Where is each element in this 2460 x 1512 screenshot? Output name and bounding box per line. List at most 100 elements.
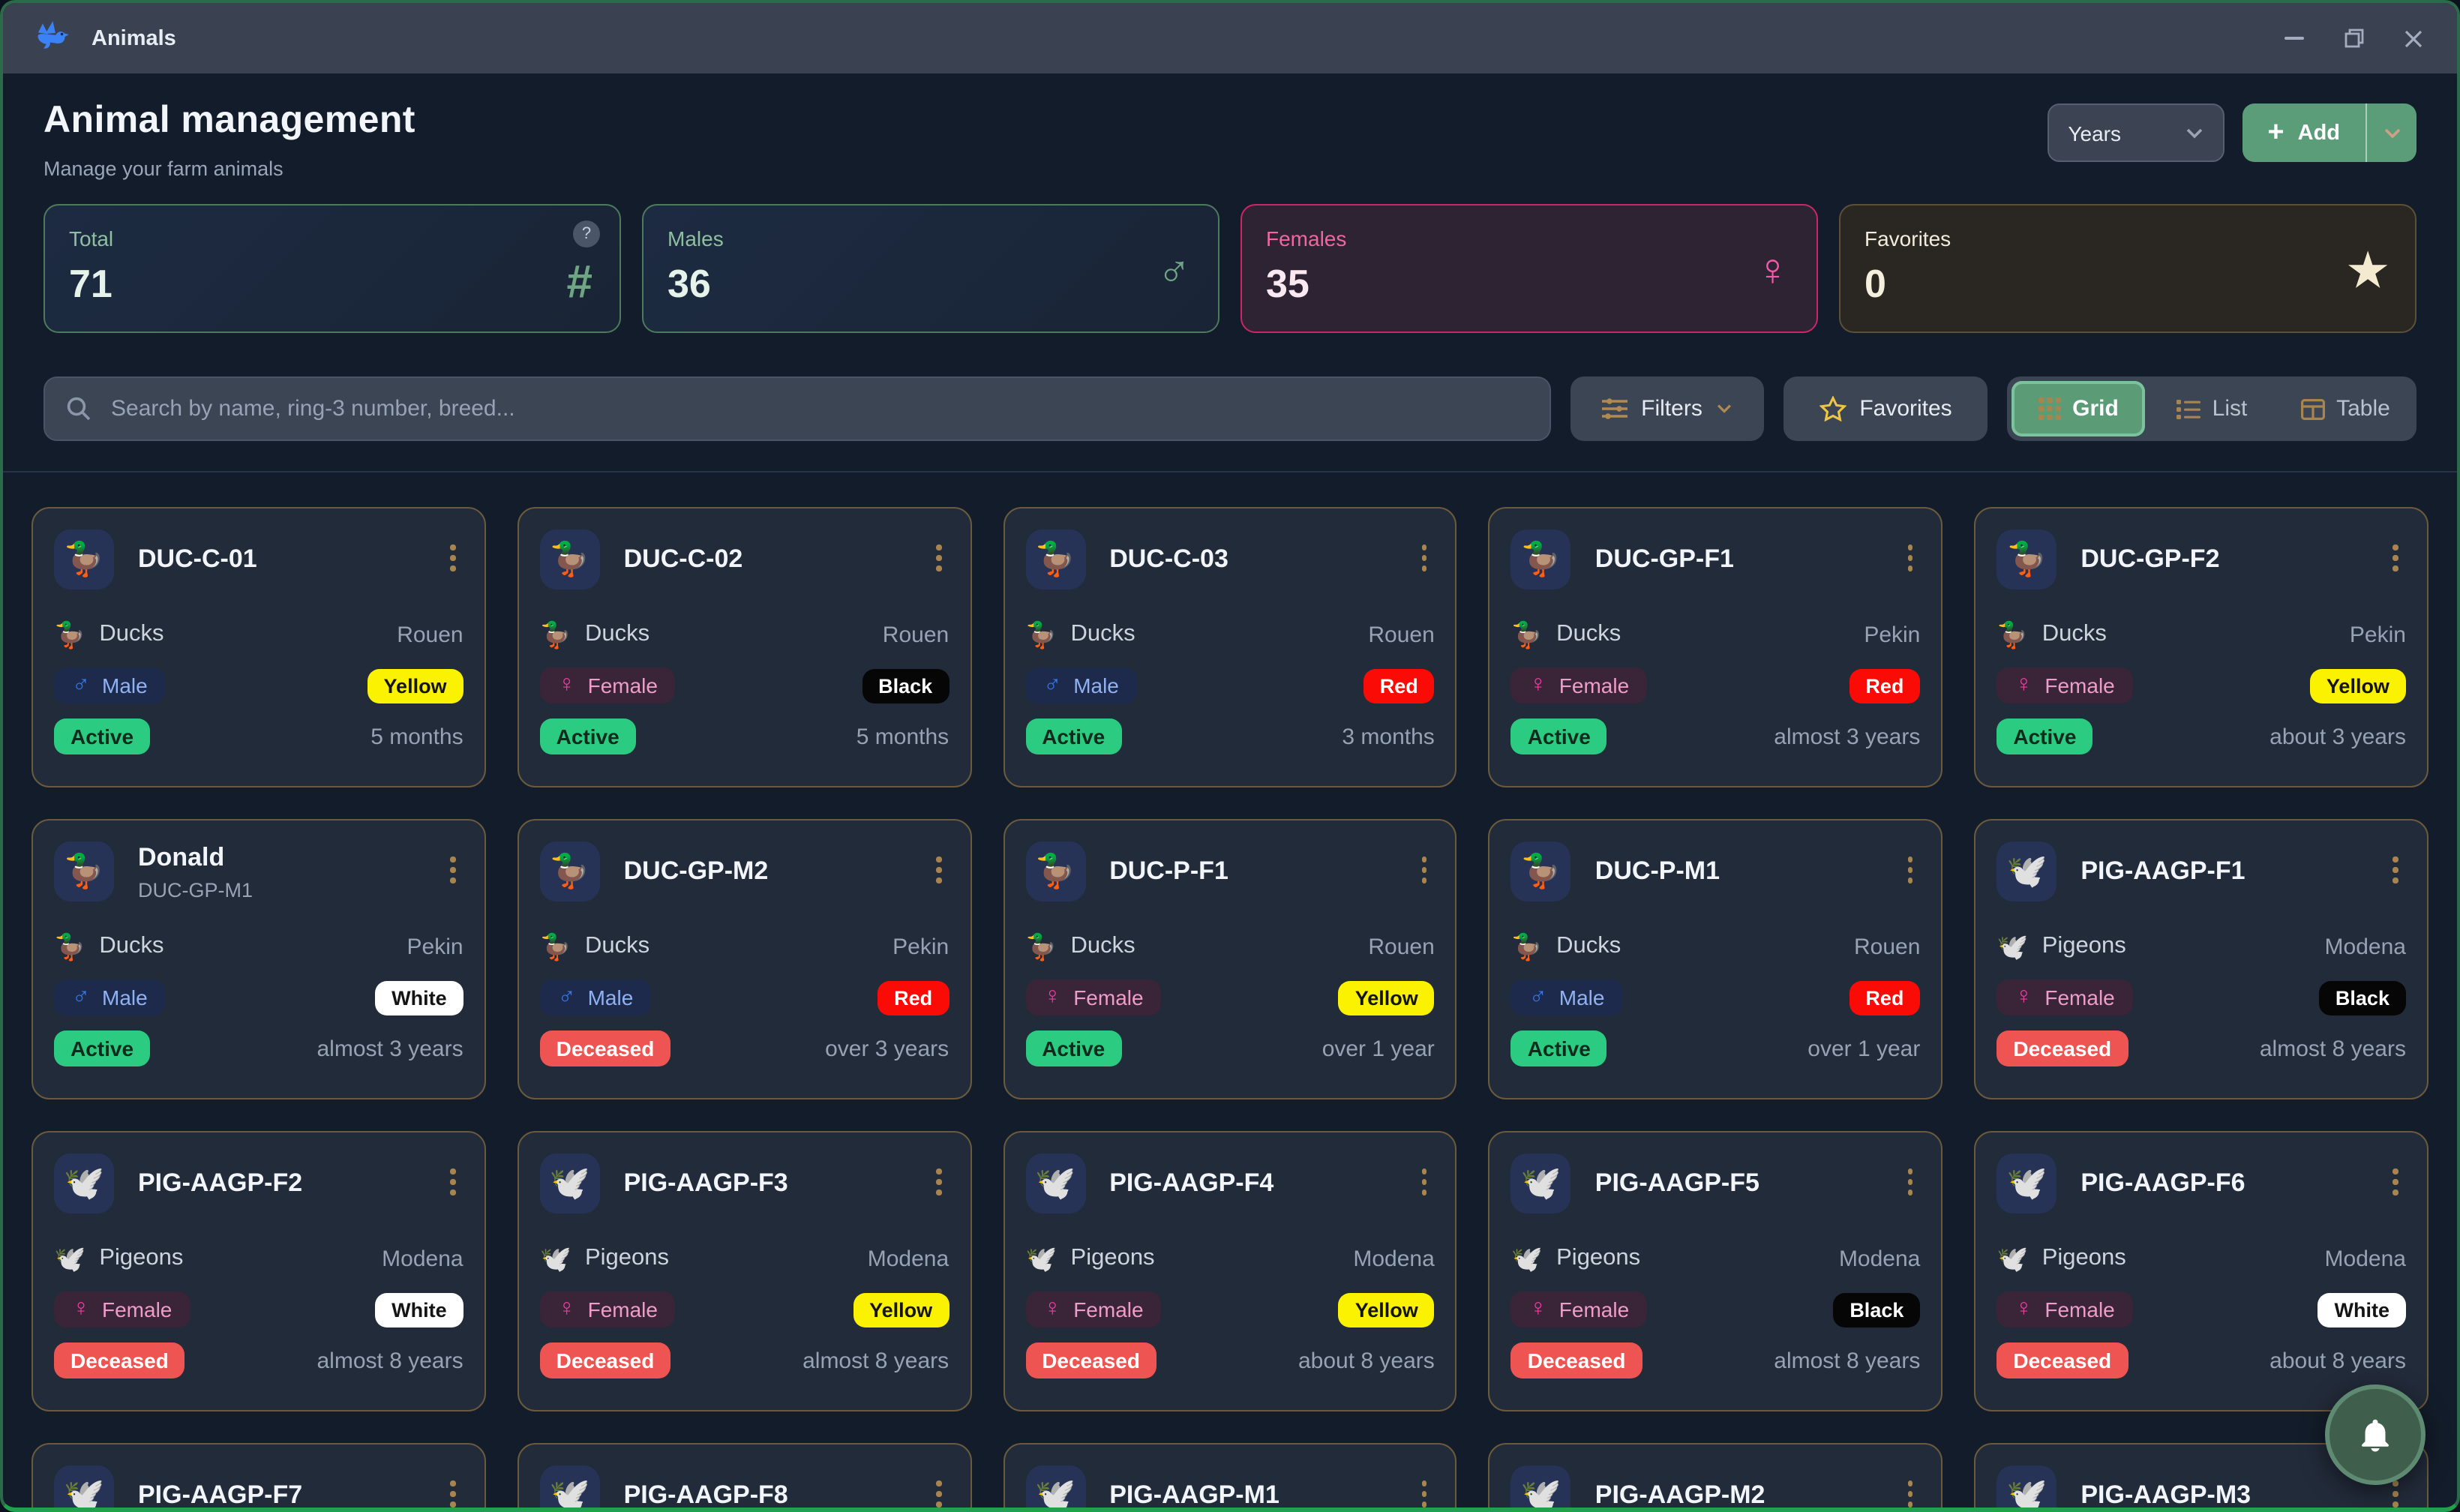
sex-symbol-icon: ♀ bbox=[1043, 984, 1062, 1010]
animal-card[interactable]: 🦆 DUC-GP-F1 🦆 Ducks Pekin ♀ Female Red A… bbox=[1488, 507, 1943, 788]
status-row: Active almost 3 years bbox=[1510, 718, 1921, 754]
card-menu-button[interactable] bbox=[1419, 1478, 1430, 1508]
card-menu-button[interactable] bbox=[448, 1478, 459, 1508]
sex-label: Female bbox=[587, 1298, 658, 1322]
species-emoji-icon: 🦆 bbox=[549, 540, 590, 578]
breed-label: Modena bbox=[2324, 934, 2406, 959]
species-label: Ducks bbox=[584, 621, 650, 646]
search-box bbox=[44, 376, 1551, 441]
status-row: Deceased about 8 years bbox=[1996, 1342, 2406, 1378]
sex-badge: ♀ Female bbox=[1510, 1292, 1648, 1328]
animal-card[interactable]: 🦆 DUC-P-M1 🦆 Ducks Rouen ♂ Male Red Acti… bbox=[1488, 819, 1943, 1100]
animal-card[interactable]: 🕊️ PIG-AAGP-F1 🕊️ Pigeons Modena ♀ Femal… bbox=[1974, 819, 2428, 1100]
species-emoji-icon: 🕊️ bbox=[63, 1476, 105, 1512]
card-menu-button[interactable] bbox=[2390, 854, 2402, 886]
breed-label: Pekin bbox=[1864, 622, 1921, 647]
badge-row: ♂ Male Red bbox=[1510, 980, 1921, 1016]
card-menu-button[interactable] bbox=[1904, 854, 1916, 886]
species-label: Ducks bbox=[1070, 621, 1136, 646]
card-menu-button[interactable] bbox=[933, 854, 944, 886]
species-emoji-icon: 🕊️ bbox=[1510, 1244, 1544, 1273]
animal-card[interactable]: 🦆 DUC-C-02 🦆 Ducks Rouen ♀ Female Black … bbox=[517, 507, 972, 788]
animal-card[interactable]: 🦆 DUC-GP-M2 🦆 Ducks Pekin ♂ Male Red Dec… bbox=[517, 819, 972, 1100]
status-badge: Deceased bbox=[1510, 1342, 1642, 1378]
animal-card[interactable]: 🕊️ PIG-AAGP-F3 🕊️ Pigeons Modena ♀ Femal… bbox=[517, 1131, 972, 1412]
animal-card[interactable]: 🕊️ PIG-AAGP-F5 🕊️ Pigeons Modena ♀ Femal… bbox=[1488, 1131, 1943, 1412]
header-actions: Years + Add bbox=[2047, 104, 2416, 162]
animal-card[interactable]: 🦆 DUC-C-03 🦆 Ducks Rouen ♂ Male Red Acti… bbox=[1003, 507, 1457, 788]
animal-card[interactable]: 🕊️ PIG-AAGP-F2 🕊️ Pigeons Modena ♀ Femal… bbox=[32, 1131, 486, 1412]
badge-row: ♂ Male White bbox=[54, 980, 464, 1016]
card-menu-button[interactable] bbox=[2390, 1166, 2402, 1198]
sex-symbol-icon: ♂ bbox=[72, 984, 90, 1010]
sex-badge: ♂ Male bbox=[54, 668, 166, 704]
color-chip: Yellow bbox=[1338, 1292, 1435, 1327]
card-menu-button[interactable] bbox=[1904, 1166, 1916, 1198]
sex-label: Female bbox=[2044, 674, 2115, 698]
close-button[interactable] bbox=[2400, 25, 2427, 52]
animal-card[interactable]: 🦆 DUC-P-F1 🦆 Ducks Rouen ♀ Female Yellow… bbox=[1003, 819, 1457, 1100]
species-label: Ducks bbox=[99, 933, 164, 958]
window-title: Animals bbox=[92, 26, 176, 50]
animal-card[interactable]: 🕊️ PIG-AAGP-F6 🕊️ Pigeons Modena ♀ Femal… bbox=[1974, 1131, 2428, 1412]
species-row: 🕊️ Pigeons Modena bbox=[1996, 1245, 2406, 1272]
species-emoji-icon: 🦆 bbox=[1025, 932, 1058, 961]
breed-label: Modena bbox=[1353, 1246, 1435, 1271]
card-menu-button[interactable] bbox=[1419, 542, 1430, 574]
notifications-button[interactable] bbox=[2325, 1384, 2426, 1485]
card-menu-button[interactable] bbox=[2390, 542, 2402, 574]
age-label: over 1 year bbox=[1322, 1036, 1435, 1061]
period-select[interactable]: Years bbox=[2047, 104, 2224, 162]
animal-card[interactable]: 🦆 Donald DUC-GP-M1 🦆 Ducks Pekin ♂ Male … bbox=[32, 819, 486, 1100]
view-grid-button[interactable]: Grid bbox=[2012, 381, 2145, 436]
animal-avatar: 🦆 bbox=[54, 842, 114, 902]
animal-card[interactable]: 🕊️ PIG-AAGP-F7 bbox=[32, 1443, 486, 1512]
species-row: 🕊️ Pigeons Modena bbox=[1996, 933, 2406, 960]
card-menu-button[interactable] bbox=[933, 1478, 944, 1508]
species-emoji-icon: 🦆 bbox=[1034, 852, 1076, 890]
search-input[interactable] bbox=[108, 394, 1528, 423]
add-button[interactable]: + Add bbox=[2242, 104, 2366, 162]
species-row: 🕊️ Pigeons Modena bbox=[54, 1245, 464, 1272]
chevron-down-icon bbox=[1717, 404, 1731, 413]
animal-card[interactable]: 🕊️ PIG-AAGP-M2 bbox=[1488, 1443, 1943, 1508]
animal-card[interactable]: 🕊️ PIG-AAGP-M3 bbox=[1974, 1443, 2428, 1508]
card-menu-button[interactable] bbox=[1419, 1166, 1430, 1198]
view-list-button[interactable]: List bbox=[2145, 381, 2278, 436]
filters-button[interactable]: Filters bbox=[1570, 376, 1764, 441]
status-badge: Active bbox=[1025, 1030, 1122, 1066]
animal-card[interactable]: 🦆 DUC-GP-F2 🦆 Ducks Pekin ♀ Female Yello… bbox=[1974, 507, 2428, 788]
species-label: Ducks bbox=[99, 621, 164, 646]
bird-logo-icon bbox=[38, 20, 69, 48]
favorites-button[interactable]: Favorites bbox=[1784, 376, 1988, 441]
card-menu-button[interactable] bbox=[1904, 542, 1916, 574]
card-menu-button[interactable] bbox=[1904, 1478, 1916, 1508]
card-menu-button[interactable] bbox=[448, 854, 459, 886]
view-table-button[interactable]: Table bbox=[2278, 381, 2412, 436]
add-dropdown-button[interactable] bbox=[2366, 104, 2416, 162]
stat-value: 35 bbox=[1266, 261, 1310, 306]
maximize-button[interactable] bbox=[2340, 25, 2367, 52]
view-toggle: Grid List Table bbox=[2007, 376, 2416, 441]
card-menu-button[interactable] bbox=[933, 1166, 944, 1198]
sex-badge: ♂ Male bbox=[1510, 980, 1623, 1016]
card-menu-button[interactable] bbox=[2390, 1478, 2402, 1508]
card-menu-button[interactable] bbox=[448, 542, 459, 574]
card-menu-button[interactable] bbox=[1419, 854, 1430, 886]
page-subtitle: Manage your farm animals bbox=[44, 158, 284, 180]
minimize-button[interactable] bbox=[2280, 25, 2307, 52]
species-emoji-icon: 🕊️ bbox=[1996, 932, 2029, 961]
animal-card[interactable]: 🕊️ PIG-AAGP-M1 bbox=[1003, 1443, 1457, 1508]
age-label: almost 3 years bbox=[1774, 724, 1921, 749]
animal-card[interactable]: 🕊️ PIG-AAGP-F8 bbox=[517, 1443, 972, 1508]
animal-card[interactable]: 🕊️ PIG-AAGP-F4 🕊️ Pigeons Modena ♀ Femal… bbox=[1003, 1131, 1457, 1412]
help-icon[interactable]: ? bbox=[573, 220, 600, 248]
card-menu-button[interactable] bbox=[933, 542, 944, 574]
badge-row: ♂ Male Yellow bbox=[54, 668, 464, 704]
animal-card[interactable]: 🦆 DUC-C-01 🦆 Ducks Rouen ♂ Male Yellow A… bbox=[32, 507, 486, 788]
species-emoji-icon: 🦆 bbox=[1520, 852, 1562, 890]
species-row: 🦆 Ducks Rouen bbox=[1511, 933, 1921, 960]
card-menu-button[interactable] bbox=[448, 1166, 459, 1198]
animal-avatar: 🦆 bbox=[1510, 530, 1571, 590]
badge-row: ♀ Female Black bbox=[1996, 980, 2406, 1016]
